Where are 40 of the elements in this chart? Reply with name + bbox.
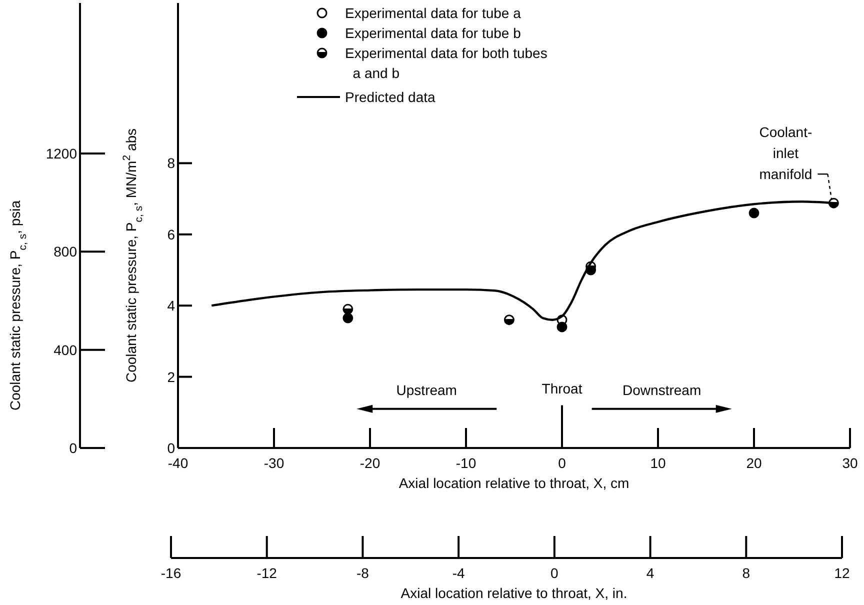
- x-axis-title: Axial location relative to throat, X, cm: [398, 475, 630, 491]
- y-tick-label: 2: [167, 368, 176, 385]
- y2-tick-label: 0: [69, 440, 78, 456]
- y-tick-label: 0: [167, 440, 176, 456]
- x2-tick-label: 0: [550, 565, 559, 581]
- point: [342, 304, 354, 314]
- point: [748, 208, 760, 218]
- x-tick-label: -20: [360, 455, 380, 471]
- x2-tick-label: -12: [256, 565, 278, 581]
- annotation: Upstream: [396, 382, 457, 398]
- x2-tick-label: -8: [356, 565, 370, 581]
- legend-label: Experimental data for tube a: [345, 5, 522, 21]
- x2-tick-label: -16: [160, 565, 182, 581]
- point: [504, 314, 514, 326]
- point: [342, 312, 354, 324]
- x2-tick-label: 12: [834, 565, 850, 581]
- annotation: Downstream: [622, 382, 702, 398]
- y-tick-label: 8: [167, 155, 176, 172]
- y2-tick-label: 400: [54, 342, 78, 358]
- x2-tick-label: 8: [742, 565, 750, 581]
- legend-label: Predicted data: [345, 89, 436, 105]
- y2-tick-label: 800: [54, 244, 78, 260]
- x-tick-label: -30: [264, 455, 284, 471]
- legend-label: Experimental data for both tubes a and b: [345, 45, 548, 81]
- x2-tick-label: -4: [452, 565, 466, 581]
- legend-label: Experimental data for tube b: [345, 25, 522, 41]
- x-tick-label: -40: [168, 455, 188, 471]
- x2-axis-title: Axial location relative to throat, X, in.: [400, 585, 628, 601]
- x-tick-label: 20: [746, 455, 762, 471]
- x-tick-label: 0: [558, 455, 566, 471]
- x-tick-label: 10: [650, 455, 666, 471]
- x-tick-label: 30: [842, 455, 858, 471]
- x2-tick-label: 4: [646, 565, 654, 581]
- annotation: Coolant-inlet manifold: [759, 124, 812, 182]
- y-tick-label: 4: [167, 298, 176, 314]
- point: [556, 322, 568, 332]
- y-tick-label: 6: [167, 226, 176, 242]
- y2-tick-label: 1200: [46, 145, 78, 162]
- x-tick-label: -10: [456, 455, 476, 471]
- ref-line-label: Throat: [542, 380, 582, 396]
